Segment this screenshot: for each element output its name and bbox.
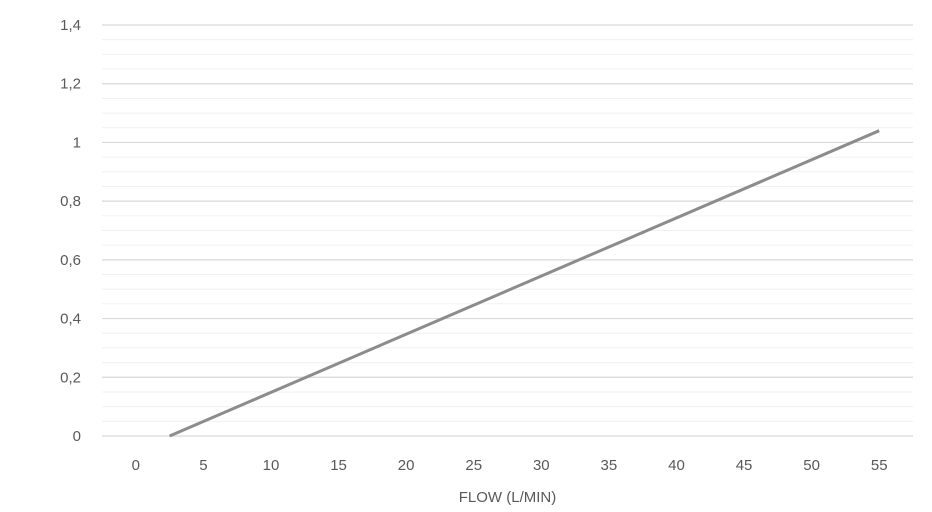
y-tick-label: 0 [73, 428, 81, 445]
x-tick-label: 35 [601, 457, 618, 474]
x-tick-label: 0 [132, 457, 140, 474]
x-tick-label: 15 [330, 457, 347, 474]
y-tick-label: 0,6 [60, 252, 81, 269]
y-tick-label: 1,4 [60, 17, 81, 34]
x-tick-label: 55 [871, 457, 888, 474]
y-tick-label: 0,4 [60, 311, 81, 328]
major-gridlines [102, 24, 913, 378]
x-tick-label: 25 [465, 457, 482, 474]
x-tick-labels: 0 5 10 15 20 25 30 35 40 45 50 55 [132, 457, 888, 474]
x-tick-label: 40 [668, 457, 685, 474]
x-tick-label: 20 [398, 457, 415, 474]
x-tick-label: 10 [263, 457, 280, 474]
y-tick-label: 0,8 [60, 193, 81, 210]
y-tick-label: 1 [73, 134, 81, 151]
y-tick-label: 0,2 [60, 369, 81, 386]
y-tick-label: 1,2 [60, 76, 81, 93]
x-axis-title: FLOW (L/MIN) [459, 489, 557, 506]
x-tick-label: 30 [533, 457, 550, 474]
y-tick-labels: 0 0,2 0,4 0,6 0,8 1 1,2 1,4 [60, 17, 81, 445]
x-tick-label: 45 [736, 457, 753, 474]
x-tick-label: 5 [199, 457, 207, 474]
minor-gridlines [102, 39, 913, 422]
x-tick-label: 50 [803, 457, 820, 474]
series-group [168, 129, 880, 438]
series-line [168, 129, 880, 438]
